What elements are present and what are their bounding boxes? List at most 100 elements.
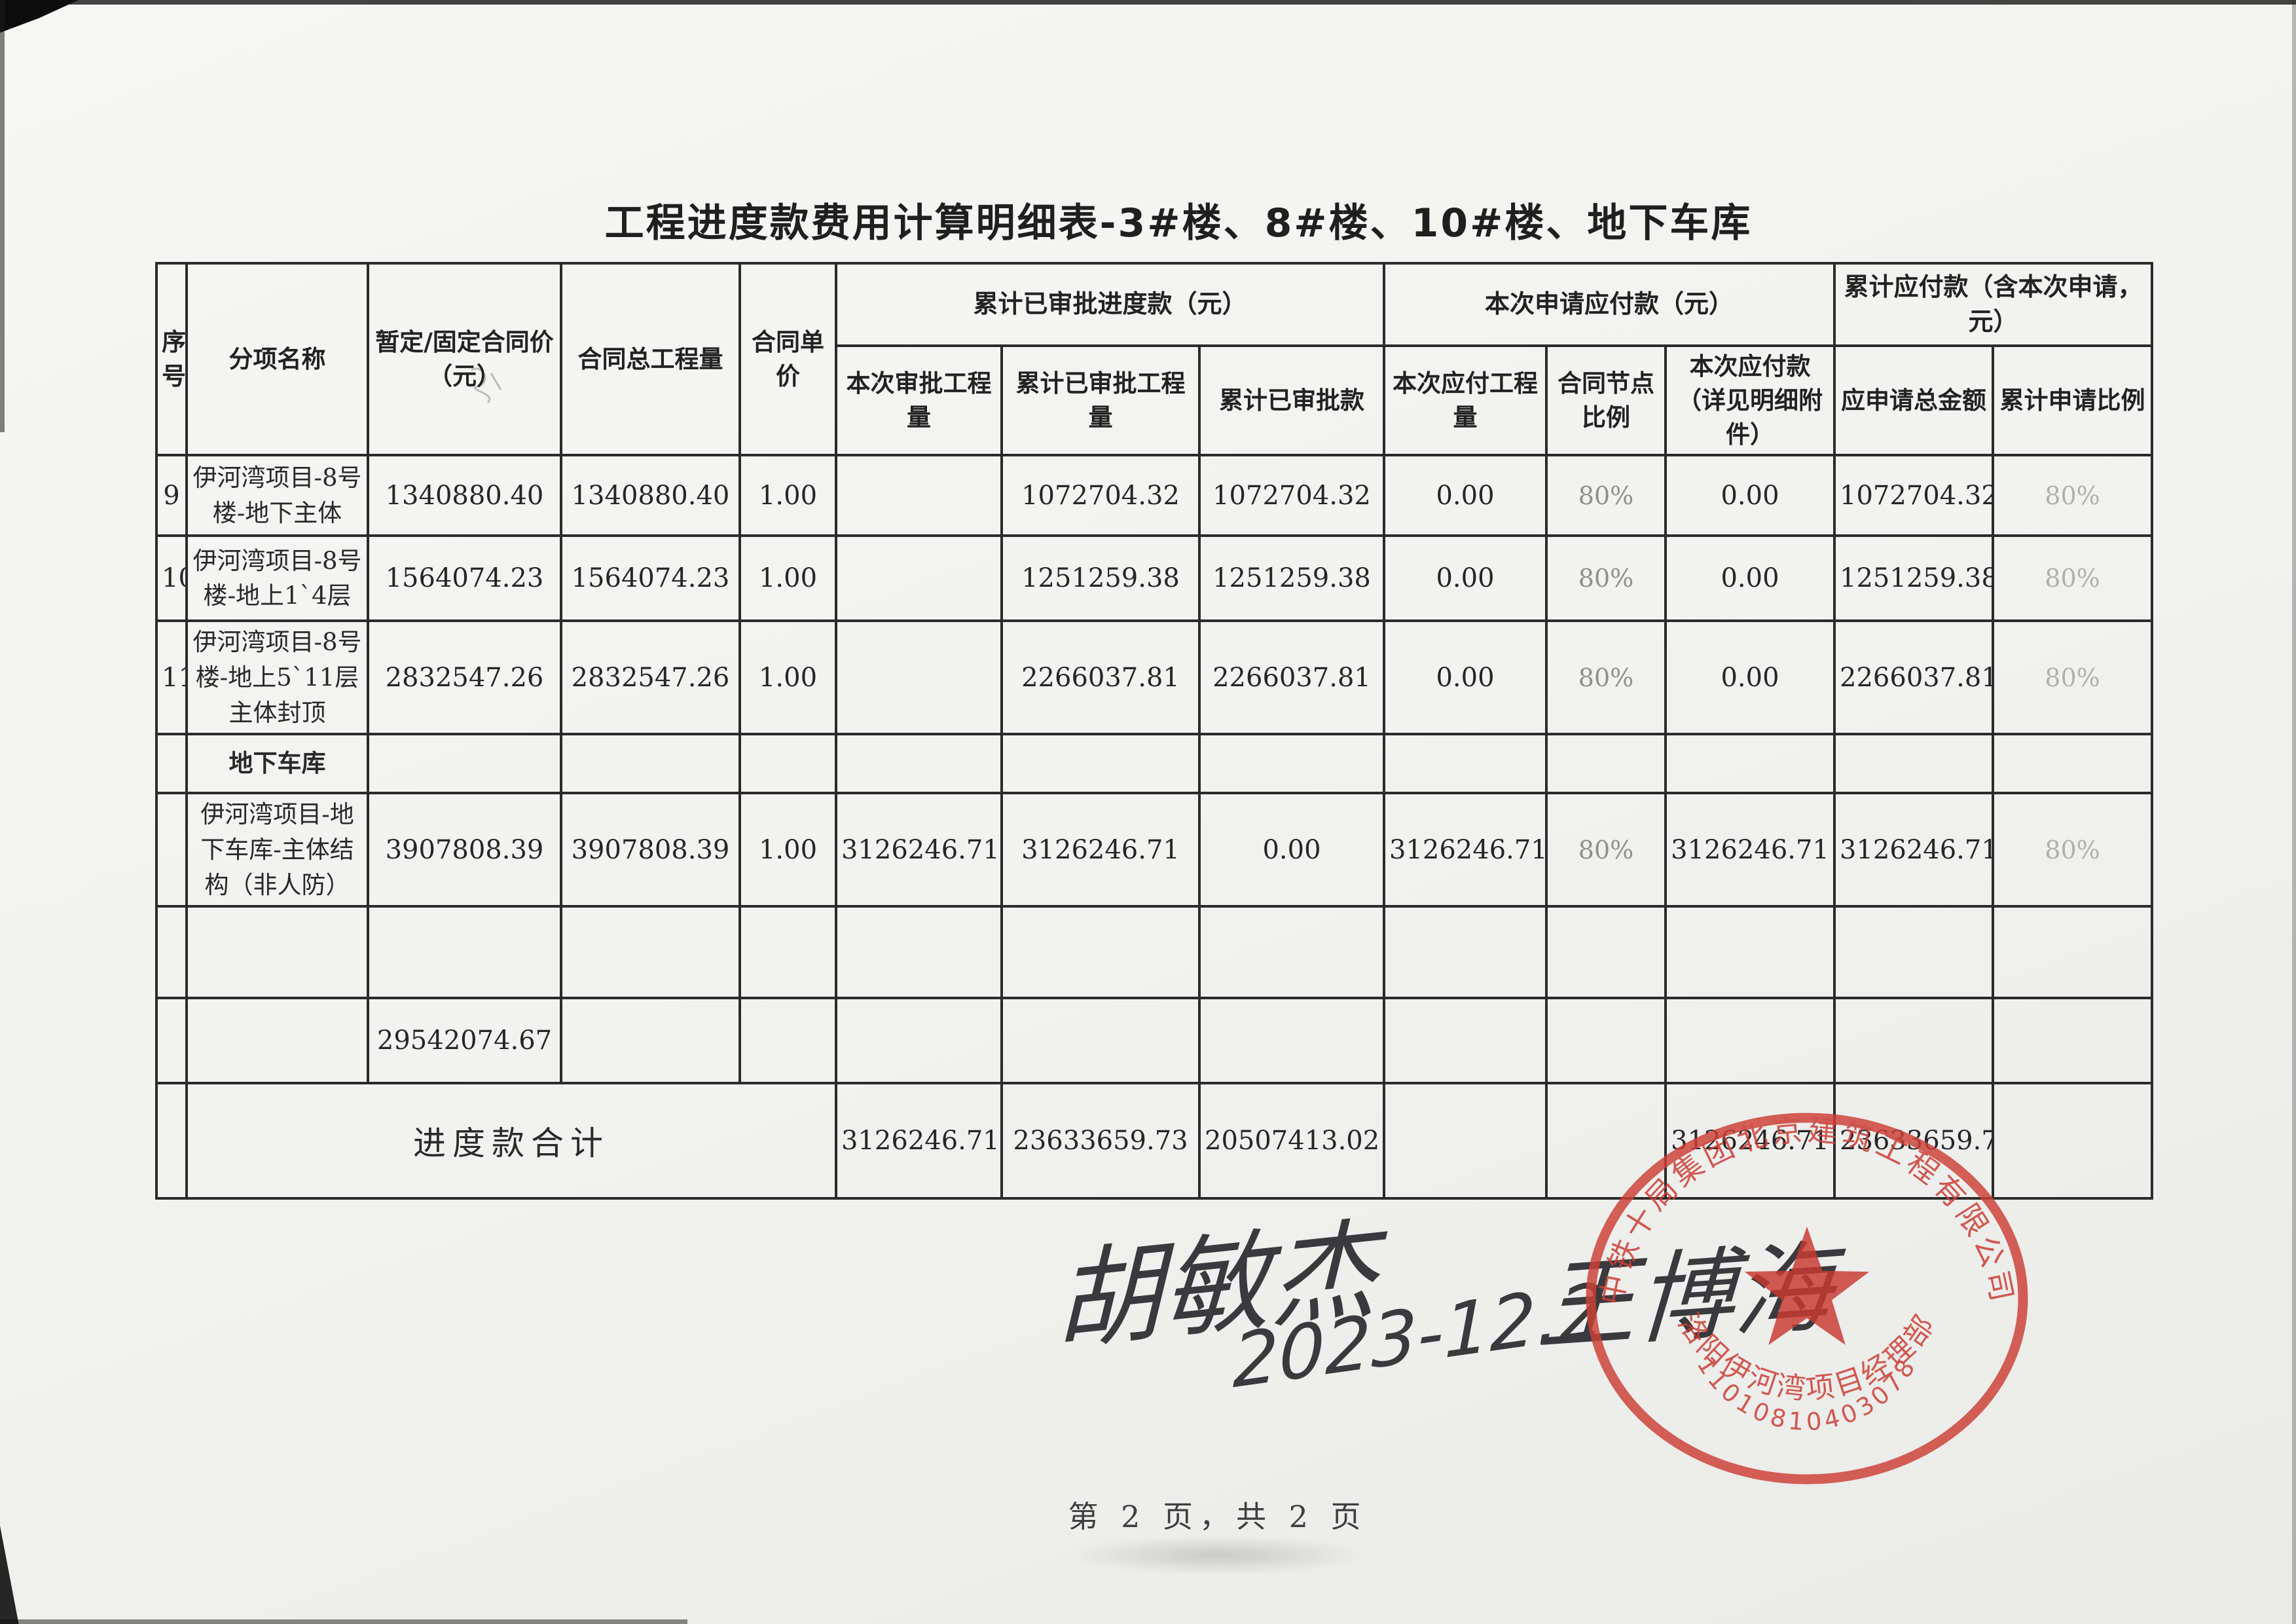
table-cell — [185, 997, 369, 1085]
table-cell: 11 — [155, 619, 188, 736]
col-header-current-payable: 本次应付款（详见明细附件） — [1664, 344, 1836, 457]
table-cell: 1.00 — [738, 792, 837, 908]
table-cell — [560, 733, 741, 795]
table-cell: 3126246.71 — [1664, 792, 1836, 908]
table-cell — [155, 1082, 188, 1200]
col-header-name: 分项名称 — [185, 261, 369, 457]
table-cell — [1833, 733, 1995, 795]
table-cell: 80% — [1545, 454, 1667, 538]
table-cell: 29542074.67 — [367, 997, 562, 1085]
table-cell — [155, 733, 188, 795]
col-header-cum-approved-amount: 累计已审批款 — [1198, 344, 1385, 457]
table-cell — [738, 997, 837, 1085]
table-cell: 伊河湾项目-地下车库-主体结构（非人防） — [185, 792, 369, 908]
table-cell: 20507413.02 — [1198, 1082, 1385, 1200]
table-cell — [835, 905, 1003, 1000]
table-cell — [155, 997, 188, 1085]
table-cell: 1072704.32 — [1833, 454, 1995, 538]
col-header-current-approved-qty: 本次审批工程量 — [835, 344, 1003, 457]
table-cell — [1383, 905, 1548, 1000]
table-cell — [1992, 905, 2154, 1000]
table-cell — [367, 905, 562, 1000]
table-cell — [1198, 733, 1385, 795]
table-cell: 0.00 — [1198, 792, 1385, 908]
group-header-approved: 累计已审批进度款（元） — [835, 262, 1385, 347]
table-cell — [1664, 733, 1836, 795]
table-cell: 1072704.32 — [1198, 454, 1385, 538]
table-cell: 1072704.32 — [1000, 454, 1201, 538]
table-cell: 3907808.39 — [560, 792, 741, 908]
table-cell: 80% — [1545, 792, 1667, 908]
table-cell — [155, 792, 188, 908]
table-cell — [367, 733, 562, 795]
table-cell: 80% — [1992, 534, 2154, 623]
scan-edge-left — [0, 0, 5, 432]
total-row-label: 进度款合计 — [185, 1082, 837, 1200]
table-cell: 伊河湾项目-8号楼-地上1`4层 — [185, 534, 369, 623]
table-cell — [1545, 905, 1667, 1000]
table-cell — [835, 733, 1003, 795]
table-cell: 地下车库 — [185, 733, 369, 795]
company-seal: 中铁十局集团北京建筑工程有限公司 洛阳伊河湾项目经理部 110108104030… — [1586, 1112, 2028, 1485]
table-cell — [155, 905, 188, 1000]
table-cell — [560, 905, 741, 1000]
table-cell — [560, 997, 741, 1085]
table-cell: 0.00 — [1383, 619, 1548, 736]
col-header-current-payable-qty: 本次应付工程量 — [1383, 344, 1548, 457]
table-cell — [1545, 1082, 1667, 1200]
table-cell — [835, 454, 1003, 538]
group-header-cumulative: 累计应付款（含本次申请，元） — [1833, 262, 2154, 347]
table-cell — [1198, 997, 1385, 1085]
table-cell: 3126246.71 — [1833, 792, 1995, 908]
table-cell — [1000, 997, 1201, 1085]
table-cell: 1.00 — [738, 534, 837, 623]
table-cell: 23633659.73 — [1000, 1082, 1201, 1200]
table-cell — [1545, 997, 1667, 1085]
table-cell: 80% — [1992, 454, 2154, 538]
table-cell — [1383, 997, 1548, 1085]
table-cell — [738, 733, 837, 795]
table-cell: 0.00 — [1664, 619, 1836, 736]
table-cell: 80% — [1545, 619, 1667, 736]
table-cell: 2832547.26 — [367, 619, 562, 736]
table-row: 11 伊河湾项目-8号楼-地上5`11层主体封顶 2832547.26 2832… — [155, 619, 2154, 736]
table-cell: 0.00 — [1383, 454, 1548, 538]
table-cell: 3907808.39 — [367, 792, 562, 908]
table-cell: 9 — [155, 454, 188, 538]
page-title: 工程进度款费用计算明细表-3#楼、8#楼、10#楼、地下车库 — [604, 200, 1753, 246]
table-row — [155, 905, 2154, 1000]
table-cell — [1000, 905, 1201, 1000]
table-cell — [835, 997, 1003, 1085]
table-cell: 1251259.38 — [1000, 534, 1201, 623]
scan-smudge — [1067, 1536, 1368, 1575]
table-cell — [1833, 997, 1995, 1085]
col-header-cum-approved-qty: 累计已审批工程量 — [1000, 344, 1201, 457]
col-header-cum-request-ratio: 累计申请比例 — [1992, 344, 2154, 457]
table-cell: 2266037.81 — [1198, 619, 1385, 736]
table-cell: 1.00 — [738, 619, 837, 736]
table-row: 地下车库 — [155, 733, 2154, 795]
table-cell — [1198, 905, 1385, 1000]
table-cell: 10 — [155, 534, 188, 623]
table-cell: 80% — [1992, 792, 2154, 908]
col-header-request-total: 应申请总金额 — [1833, 344, 1995, 457]
table-cell — [1664, 905, 1836, 1000]
table-cell — [738, 905, 837, 1000]
table-cell — [1000, 733, 1201, 795]
table-row: 伊河湾项目-地下车库-主体结构（非人防） 3907808.39 3907808.… — [155, 792, 2154, 908]
col-header-price: 暂定/固定合同价（元） — [367, 261, 562, 457]
group-header-requested: 本次申请应付款（元） — [1382, 262, 1836, 347]
progress-payment-table: 序号 分项名称 暂定/固定合同价（元） 合同总工程量 合同单价 累计已审批进度款… — [155, 261, 2154, 1200]
table-cell — [835, 534, 1003, 623]
table-cell: 伊河湾项目-8号楼-地下主体 — [185, 454, 369, 538]
table-cell — [1992, 733, 2154, 795]
table-cell: 0.00 — [1664, 454, 1836, 538]
table-cell: 3126246.71 — [1000, 792, 1201, 908]
table-cell: 1564074.23 — [367, 534, 562, 623]
seal-star-icon — [1744, 1227, 1870, 1345]
page-number: 第 2 页，共 2 页 — [1068, 1499, 1368, 1534]
table-cell: 2266037.81 — [1833, 619, 1995, 736]
scan-corner-top-left — [0, 0, 79, 33]
table-cell: 1251259.38 — [1198, 534, 1385, 623]
table-cell: 1340880.40 — [560, 454, 741, 538]
